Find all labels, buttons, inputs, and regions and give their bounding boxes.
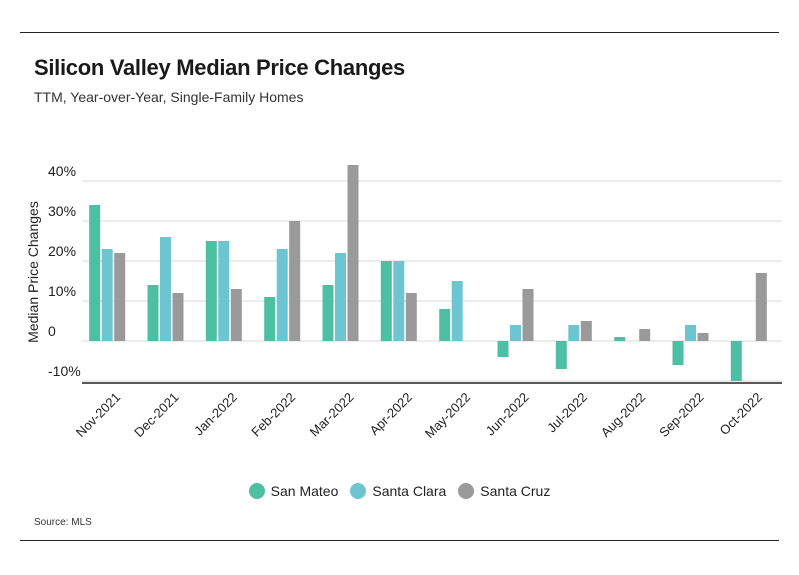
bars [89,165,767,381]
bar-santa-clara [101,249,113,341]
bar-santa-clara [451,281,463,341]
bar-santa-cruz [172,293,184,341]
y-tick-label: 30% [48,203,76,219]
legend-swatch [248,483,265,499]
y-tick-label: 10% [48,283,76,299]
bar-san-mateo [730,341,742,381]
gridlines [82,180,782,384]
bar-santa-clara [335,253,346,341]
source-note: Source: MLS [34,517,92,528]
legend-label: San Mateo [270,483,339,499]
legend-swatch [458,483,475,499]
bar-santa-clara [568,325,580,341]
bar-san-mateo [264,297,276,341]
x-tick-label: Mar-2022 [307,390,357,440]
bar-san-mateo [555,341,567,369]
x-tick-label: Dec-2021 [131,390,181,440]
bar-santa-clara [160,237,171,341]
x-tick-label: Apr-2022 [367,390,415,438]
top-rule [20,32,779,33]
bar-santa-clara [218,241,230,341]
bar-santa-cruz [230,289,242,341]
chart-subtitle: TTM, Year-over-Year, Single-Family Homes [34,89,304,105]
legend-label: Santa Clara [372,483,447,499]
bar-santa-cruz [289,221,301,341]
x-tick-label: Sep-2022 [656,390,706,440]
bar-santa-cruz [755,273,767,341]
bar-santa-cruz [522,289,534,341]
bar-san-mateo [147,285,159,341]
bar-san-mateo [380,261,392,341]
legend-item: Santa Cruz [458,483,550,499]
bar-santa-cruz [697,333,709,341]
bar-san-mateo [322,285,334,341]
bar-santa-clara [685,325,696,341]
bar-san-mateo [439,309,451,341]
y-tick-label: 0 [48,323,56,339]
x-tick-label: Nov-2021 [73,390,123,440]
x-tick-label: Jul-2022 [544,390,590,436]
legend-item: Santa Clara [350,483,446,499]
legend-item: San Mateo [248,483,339,499]
chart-title: Silicon Valley Median Price Changes [34,55,405,80]
bar-san-mateo [89,205,101,341]
y-tick-label: -10% [48,363,81,379]
bottom-rule [20,540,779,541]
x-tick-label: Jun-2022 [483,390,532,439]
x-tick-label: Feb-2022 [248,390,298,440]
legend: San Mateo Santa Clara Santa Cruz [0,483,799,499]
bar-santa-cruz [580,321,592,341]
y-tick-labels: -10% 0 10% 20% 30% 40% [48,163,81,379]
x-tick-label: Aug-2022 [598,390,648,440]
legend-swatch [350,483,367,499]
bar-san-mateo [614,337,626,341]
bar-santa-cruz [347,165,359,341]
y-tick-label: 20% [48,243,76,259]
x-tick-labels: Nov-2021 Dec-2021 Jan-2022 Feb-2022 Mar-2022… [73,390,765,441]
bar-san-mateo [205,241,217,341]
x-tick-label: Jan-2022 [191,390,240,439]
bar-santa-cruz [405,293,417,341]
x-tick-label: May-2022 [422,390,473,441]
bar-san-mateo [672,341,684,365]
bar-santa-cruz [639,329,651,341]
bar-san-mateo [497,341,509,357]
bar-santa-cruz [114,253,126,341]
y-axis-label: Median Price Changes [25,201,41,343]
bar-santa-clara [276,249,288,341]
bar-santa-clara [393,261,405,341]
legend-label: Santa Cruz [480,483,551,499]
bar-santa-clara [510,325,521,341]
x-tick-label: Oct-2022 [717,390,765,438]
y-tick-label: 40% [48,163,76,179]
